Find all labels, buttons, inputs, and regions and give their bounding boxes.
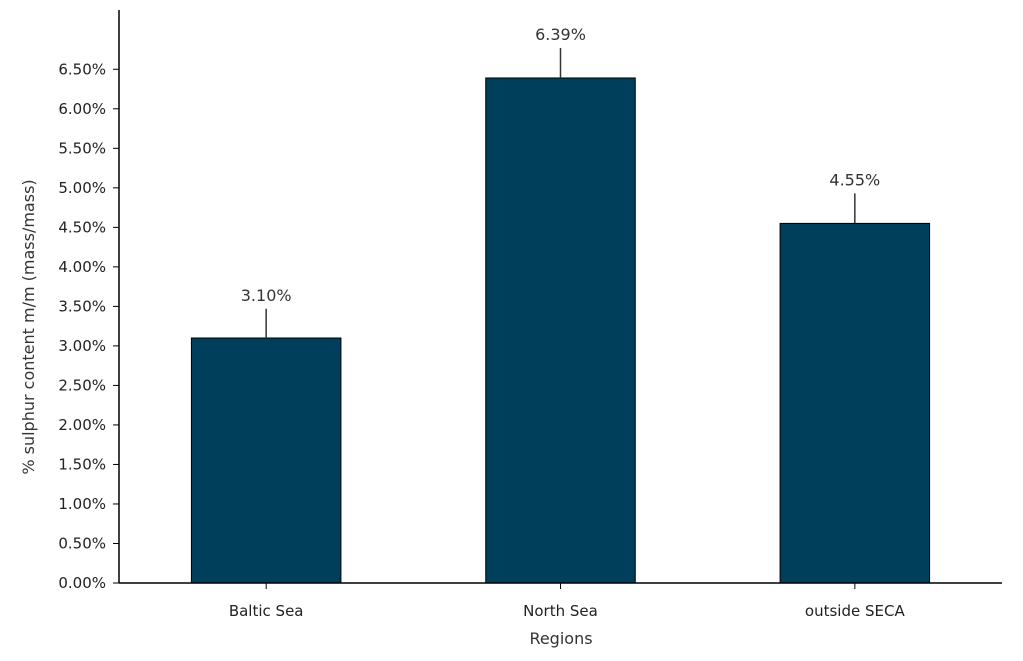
y-tick-label: 3.00% — [58, 337, 106, 355]
x-tick-label: Baltic Sea — [229, 602, 304, 620]
data-label: 3.10% — [241, 286, 292, 305]
y-tick-label: 3.50% — [58, 297, 106, 315]
data-label: 4.55% — [829, 170, 880, 189]
y-axis-title: % sulphur content m/m (mass/mass) — [19, 179, 38, 474]
y-axis: 0.00% 0.50% 1.00% 1.50% 2.00% 2.50% 3.00% 3.50%… — [58, 10, 120, 592]
data-label: 6.39% — [535, 25, 586, 44]
y-tick-label: 6.00% — [58, 100, 106, 118]
y-tick-label: 2.50% — [58, 376, 106, 394]
y-tick-label: 1.50% — [58, 455, 106, 473]
x-axis-title: Regions — [529, 629, 592, 648]
y-tick-label: 5.50% — [58, 139, 106, 157]
y-tick-label: 4.00% — [58, 258, 106, 276]
x-tick-label: outside SECA — [805, 602, 906, 620]
y-tick-label: 2.00% — [58, 416, 106, 434]
y-tick-label: 6.50% — [58, 60, 106, 78]
bar — [485, 77, 636, 584]
y-tick-label: 0.00% — [58, 574, 106, 592]
x-tick-label: North Sea — [523, 602, 598, 620]
y-tick-label: 0.50% — [58, 534, 106, 552]
bar — [779, 222, 931, 584]
x-axis: Baltic Sea North Sea outside SECA — [119, 582, 1002, 620]
bars: 3.10% 6.39% 4.55% — [190, 25, 931, 584]
bar — [190, 337, 342, 584]
y-tick-label: 5.00% — [58, 179, 106, 197]
y-tick-label: 4.50% — [58, 218, 106, 236]
y-tick-label: 1.00% — [58, 495, 106, 513]
